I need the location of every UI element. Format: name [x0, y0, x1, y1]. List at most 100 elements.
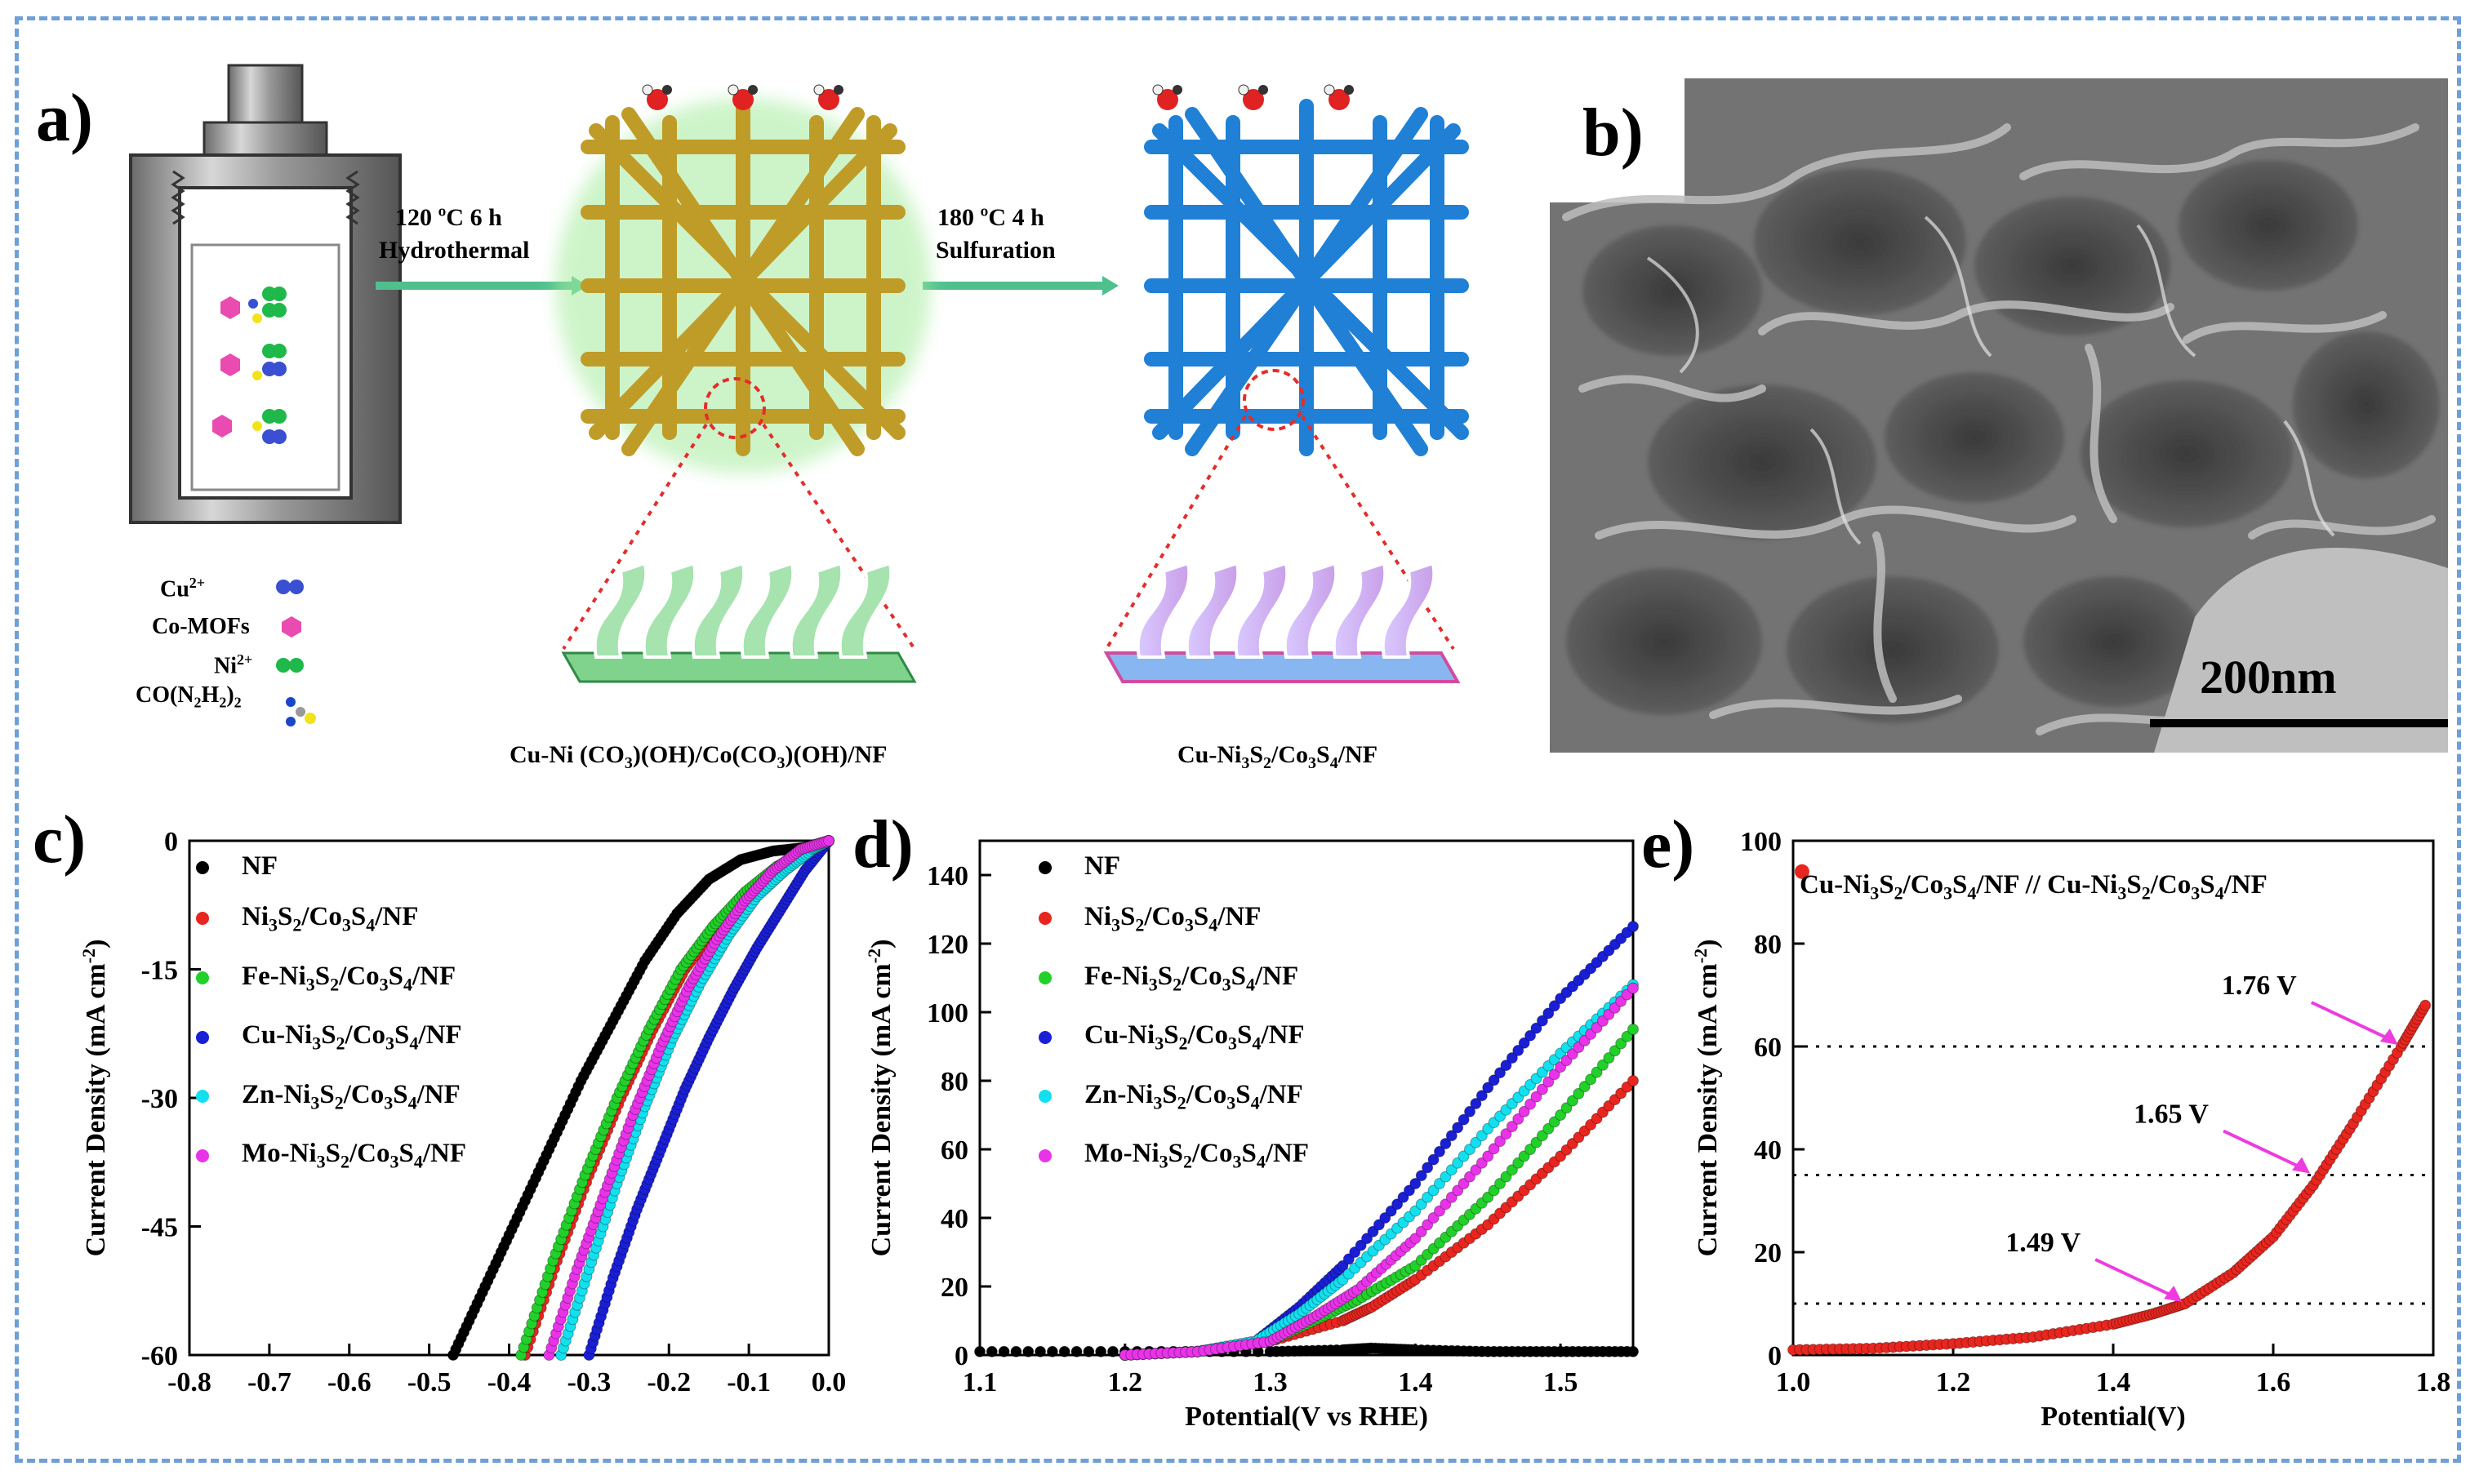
data-point	[1488, 1143, 1500, 1155]
x-tick-label: -0.3	[567, 1367, 611, 1397]
data-point	[1427, 1184, 1440, 1197]
data-point	[1440, 1198, 1452, 1211]
data-point	[1512, 1044, 1524, 1056]
annotation-arrow	[2310, 1001, 2396, 1043]
x-axis-title: Potential(V)	[2041, 1402, 2186, 1432]
data-point	[1427, 1212, 1440, 1224]
y-tick-label: 140	[927, 861, 968, 891]
step2-method-label: Sulfuration	[936, 237, 1056, 264]
x-tick-label: 1.6	[2256, 1367, 2291, 1397]
x-tick-label: 1.8	[2416, 1367, 2451, 1397]
y-tick-label: 0	[164, 827, 178, 857]
x-tick-label: -0.1	[727, 1367, 771, 1397]
data-point	[974, 1345, 986, 1357]
legend-label: Zn-Ni3S2/Co3S4/NF	[242, 1079, 461, 1113]
data-point	[1470, 1136, 1482, 1149]
data-point	[1475, 1157, 1488, 1169]
data-point	[1470, 1164, 1482, 1176]
legend-entry: NF	[196, 841, 466, 891]
data-point	[1409, 1178, 1422, 1189]
data-point	[1524, 1144, 1537, 1155]
legend-marker-icon	[1039, 1090, 1052, 1104]
data-point	[1415, 1225, 1427, 1237]
legend-entry: Mo-Ni3S2/Co3S4/NF	[1039, 1128, 1309, 1188]
legend-c: NF Ni3S2/Co3S4/NF Fe-Ni3S2/Co3S4/NF Cu-Ni3S…	[196, 841, 466, 1188]
data-point	[1035, 1345, 1047, 1357]
data-point	[1464, 1144, 1475, 1155]
legend-entry: NF	[1039, 841, 1309, 891]
data-point	[823, 835, 834, 846]
data-point	[1409, 1233, 1422, 1245]
legend-label: Mo-Ni3S2/Co3S4/NF	[1084, 1139, 1310, 1172]
y-tick-label: 80	[941, 1067, 968, 1097]
data-point	[1518, 1037, 1530, 1049]
data-point	[1482, 1150, 1494, 1162]
data-point	[1488, 1184, 1500, 1197]
data-point	[1379, 1212, 1391, 1224]
legend-entry: Zn-Ni3S2/Co3S4/NF	[1039, 1069, 1309, 1129]
data-point	[1022, 1345, 1035, 1357]
data-point	[1621, 1030, 1633, 1042]
legend-d: NF Ni3S2/Co3S4/NF Fe-Ni3S2/Co3S4/NF Cu-Ni3S…	[1039, 841, 1309, 1188]
data-point	[1591, 1066, 1603, 1078]
data-point	[1452, 1184, 1464, 1197]
data-point	[1058, 1345, 1070, 1357]
data-point	[1530, 1022, 1542, 1034]
data-point	[1415, 1198, 1427, 1211]
data-point	[998, 1345, 1010, 1357]
x-tick-label: 1.0	[1776, 1367, 1811, 1397]
x-tick-label: 1.4	[2096, 1367, 2131, 1397]
y-axis-title: Current Density (mA cm-2)	[1690, 940, 1724, 1257]
autoclave-icon	[129, 64, 402, 524]
legend-marker-icon	[1039, 912, 1052, 926]
data-point	[1445, 1130, 1458, 1142]
data-point	[1422, 1219, 1434, 1231]
annotation-label: 1.49 V	[2005, 1228, 2081, 1258]
data-point	[1494, 1178, 1507, 1189]
data-point	[1445, 1191, 1458, 1203]
data-point	[1512, 1113, 1524, 1125]
x-tick-label: 1.2	[1936, 1367, 1971, 1397]
y-tick-label: -45	[141, 1213, 178, 1243]
panel-e-letter: e)	[1641, 806, 1695, 882]
scalebar-label: 200nm	[2200, 651, 2337, 704]
step1-temp-label: 120 ºC 6 h	[395, 204, 502, 231]
co-mof-icon	[282, 616, 301, 638]
data-point	[1391, 1198, 1404, 1211]
x-tick-label: 1.1	[963, 1367, 998, 1397]
data-point	[2419, 999, 2432, 1011]
legend-label: Cu-Ni3S2/Co3S4/NF	[1084, 1020, 1305, 1054]
chart-e-title: Cu-Ni3S2/Co3S4/NF // Cu-Ni3S2/Co3S4/NF	[1800, 870, 2268, 904]
x-tick-label: 1.2	[1108, 1367, 1143, 1397]
legend-co-mofs: Co-MOFs	[152, 614, 250, 639]
data-point	[1046, 1345, 1058, 1357]
data-point	[1627, 982, 1639, 994]
data-point	[1409, 1205, 1422, 1217]
legend-marker-icon	[196, 861, 209, 875]
data-point	[1560, 1102, 1573, 1114]
ni-ion-icon	[276, 658, 304, 673]
data-point	[1518, 1150, 1530, 1162]
legend-label: Fe-Ni3S2/Co3S4/NF	[242, 961, 456, 995]
legend-label: Mo-Ni3S2/Co3S4/NF	[242, 1139, 467, 1172]
legend-entry: Fe-Ni3S2/Co3S4/NF	[1039, 951, 1309, 1011]
data-point	[1542, 1007, 1555, 1020]
x-tick-label: -0.7	[247, 1367, 292, 1397]
y-tick-label: 80	[1754, 930, 1782, 960]
data-point	[1566, 1095, 1578, 1107]
data-point	[1627, 921, 1639, 932]
data-point	[1506, 1052, 1518, 1064]
legend-entry: Ni3S2/Co3S4/NF	[196, 891, 466, 951]
legend-marker-icon	[1039, 1030, 1052, 1044]
panel-a-letter: a)	[36, 80, 93, 156]
legend-marker-icon	[1039, 1149, 1052, 1162]
data-point	[1542, 1122, 1555, 1135]
annotation-arrowhead	[2379, 1029, 2398, 1045]
annotation-arrow	[2094, 1258, 2180, 1300]
legend-ni: Ni2+	[214, 651, 253, 679]
data-point	[1427, 1153, 1440, 1166]
data-point	[1627, 1024, 1639, 1035]
data-point	[1475, 1090, 1488, 1102]
data-point	[1500, 1060, 1512, 1072]
